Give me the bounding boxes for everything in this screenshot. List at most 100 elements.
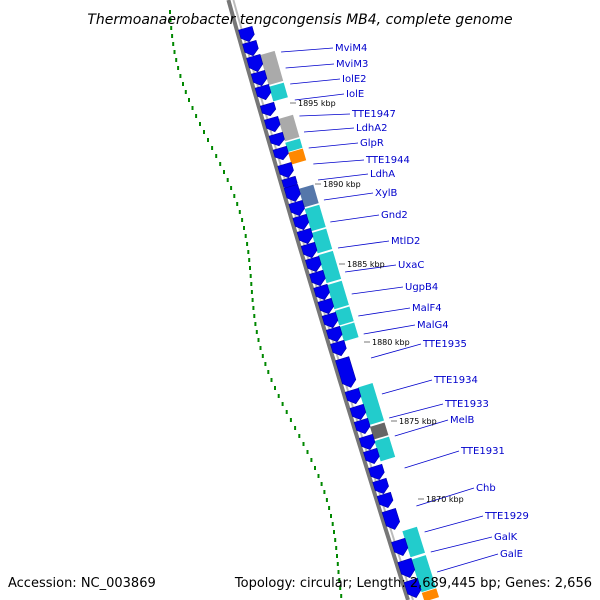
gene-label-iole: IolE	[346, 89, 364, 100]
leader-line-iole2	[290, 78, 341, 85]
gene-label-uxac: UxaC	[398, 260, 424, 271]
gene-arrow	[325, 325, 343, 343]
gc-dot	[254, 322, 257, 326]
gc-dot	[233, 194, 236, 198]
gene-label-tte1934: TTE1934	[433, 375, 478, 386]
leader-line-tte1929	[424, 515, 484, 533]
gc-dot	[173, 50, 176, 54]
gene-label-ldha2: LdhA2	[356, 123, 387, 134]
leader-line-xylb	[323, 192, 374, 201]
gene-arrow	[296, 227, 314, 245]
gene-label-malf4: MalF4	[412, 303, 442, 314]
gc-dot	[335, 546, 338, 550]
gc-dot	[191, 106, 194, 110]
cog-box	[268, 81, 289, 103]
leader-line-tte1947	[299, 113, 351, 117]
leader-line-ldha	[317, 173, 369, 181]
gc-dot	[203, 130, 205, 134]
gene-label-melb: MelB	[450, 415, 475, 426]
leader-line-gale	[436, 553, 499, 573]
gc-dot	[285, 410, 288, 414]
gc-dot	[247, 250, 250, 254]
gc-dot	[317, 474, 320, 478]
gc-dot	[241, 218, 244, 222]
gc-dot	[179, 74, 182, 78]
gene-arrow	[263, 115, 281, 133]
gene-arrow	[344, 387, 362, 405]
gene-label-ugpb4: UgpB4	[405, 282, 438, 293]
gene-label-tte1947: TTE1947	[351, 109, 396, 120]
gene-arrow	[277, 161, 294, 179]
gene-arrow	[403, 577, 422, 598]
gc-dot	[252, 306, 255, 310]
gc-dot	[195, 114, 198, 118]
gc-dot	[250, 290, 253, 294]
gc-dot	[170, 26, 173, 30]
gene-arrow	[238, 25, 255, 43]
gene-label-iole2: IolE2	[342, 74, 367, 85]
gene-label-gale: GalE	[500, 549, 523, 560]
gc-dot	[219, 162, 222, 166]
accession-text: Accession: NC_003869	[8, 576, 156, 591]
gc-dot	[270, 378, 273, 382]
gc-dot	[277, 394, 280, 398]
gc-dot	[251, 298, 254, 302]
leader-line-ugpb4	[351, 286, 404, 295]
gc-dot	[330, 514, 332, 518]
gene-arrow	[259, 101, 277, 117]
cog-box	[368, 421, 390, 441]
gc-dot	[238, 210, 241, 214]
gc-dot	[302, 442, 305, 446]
gc-content-ring	[169, 10, 343, 598]
gene-arrow	[272, 145, 289, 161]
gene-arrow	[313, 283, 330, 301]
gc-dot	[184, 90, 187, 94]
gene-arrow	[376, 491, 394, 509]
gc-dot	[334, 538, 337, 542]
gene-arrow	[381, 507, 401, 530]
gc-dot	[223, 170, 225, 174]
gene-label-tte1935: TTE1935	[422, 339, 467, 350]
gc-dot	[171, 34, 174, 38]
tick-label: 1890 kbp	[323, 180, 361, 189]
gc-dot	[294, 426, 297, 430]
gc-dot	[255, 330, 258, 334]
gene-arrow	[397, 557, 416, 578]
gene-arrow	[254, 83, 272, 101]
gc-dot	[306, 450, 309, 454]
gc-dot	[336, 562, 339, 566]
gene-arrow	[250, 69, 268, 87]
gene-arrow	[330, 339, 347, 357]
leader-line-mtld2	[337, 240, 390, 249]
gene-arrow	[317, 297, 335, 315]
gene-arrow	[292, 213, 310, 231]
gene-arrow	[305, 255, 322, 273]
gene-label-gnd2: Gnd2	[381, 210, 408, 221]
gene-label-galk: GalK	[494, 532, 518, 543]
gene-label-mvim3: MviM3	[336, 59, 368, 70]
leader-line-mvim4	[281, 47, 334, 53]
gc-dot	[264, 362, 267, 366]
leader-line-malf4	[358, 307, 411, 317]
gc-dot	[328, 506, 331, 510]
leader-line-iole	[294, 93, 345, 101]
gene-label-tte1933: TTE1933	[444, 399, 489, 410]
gene-label-malg4: MalG4	[417, 320, 449, 331]
gc-dot	[177, 66, 180, 70]
gene-arrow	[368, 463, 385, 481]
gc-dot	[226, 178, 229, 182]
gc-dot	[267, 370, 270, 374]
gene-arrow	[363, 447, 380, 465]
gc-dot	[289, 418, 292, 422]
leader-line-tte1931	[404, 450, 460, 469]
gene-arrow	[283, 183, 301, 203]
gc-dot	[336, 554, 338, 558]
leader-line-tte1935	[370, 343, 422, 359]
gene-arrow	[242, 39, 259, 57]
gc-dot	[249, 274, 252, 278]
gc-dot	[188, 98, 190, 102]
gene-label-glpr: GlpR	[360, 138, 384, 149]
gene-arrow	[300, 241, 318, 259]
tick-label: 1875 kbp	[399, 417, 437, 426]
